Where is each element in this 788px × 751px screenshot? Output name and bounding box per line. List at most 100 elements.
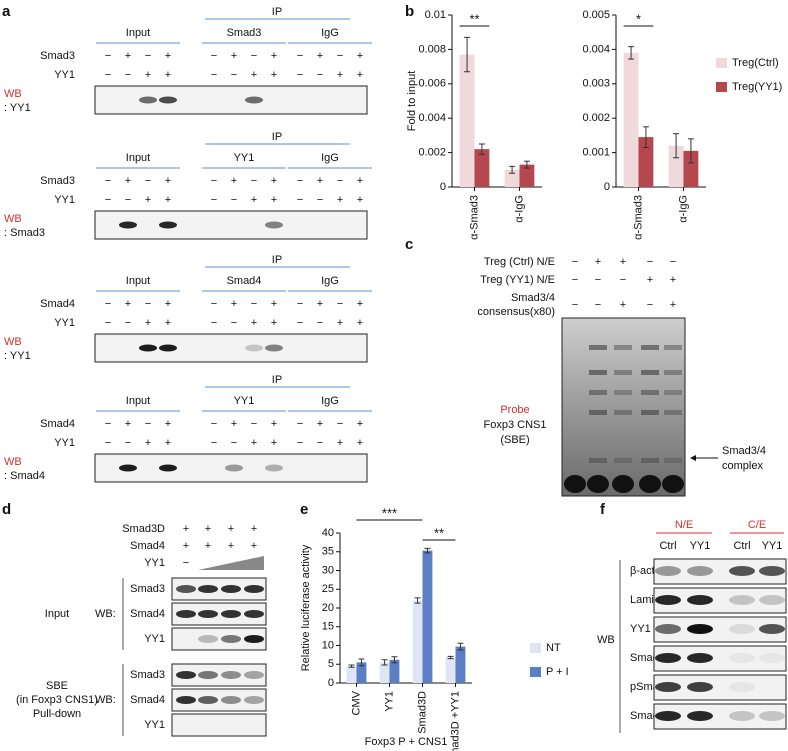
sign: + xyxy=(165,194,171,206)
band xyxy=(759,624,785,634)
gel-band xyxy=(589,345,607,350)
sign: + xyxy=(251,317,257,329)
sign: + xyxy=(165,418,171,430)
band xyxy=(176,585,196,593)
error-bar xyxy=(478,143,485,155)
band xyxy=(687,624,713,634)
y-tick-label: 0.005 xyxy=(582,9,610,21)
wb-label: WB xyxy=(4,88,22,100)
sign: + xyxy=(271,298,277,310)
blot xyxy=(94,453,368,483)
error-bar xyxy=(447,655,454,660)
row-label: YY1 xyxy=(54,194,75,206)
sign: − xyxy=(105,298,111,310)
gel-band xyxy=(664,370,682,375)
sign: − xyxy=(297,69,303,81)
sign: − xyxy=(105,418,111,430)
sign: − xyxy=(231,437,237,449)
sign: − xyxy=(297,175,303,187)
x-tick-label: YY1 xyxy=(383,691,395,712)
bar xyxy=(445,657,456,683)
y-tick-label: 25 xyxy=(322,583,334,595)
sign: + xyxy=(228,523,234,535)
sign: − xyxy=(251,175,257,187)
sign: − xyxy=(297,298,303,310)
sign: − xyxy=(251,298,257,310)
wb-target: : Smad3 xyxy=(4,227,45,239)
legend-swatch xyxy=(716,82,727,92)
sign: + xyxy=(165,69,171,81)
sign: − xyxy=(231,317,237,329)
blot-label: Smad3 xyxy=(130,669,165,681)
band xyxy=(245,96,263,104)
sign: + xyxy=(251,194,257,206)
panel-letter: c xyxy=(405,236,413,253)
bar xyxy=(623,52,639,188)
bar xyxy=(668,145,684,187)
sign: + xyxy=(165,317,171,329)
sign: + xyxy=(337,317,343,329)
bar xyxy=(519,164,535,187)
y-axis-label: Fold to input xyxy=(406,71,418,132)
sign: + xyxy=(231,418,237,430)
group-label: Input xyxy=(126,395,150,407)
sign: + xyxy=(125,175,131,187)
error-bar xyxy=(358,658,365,667)
sign: − xyxy=(317,437,323,449)
y-tick-label: 0.002 xyxy=(418,147,446,159)
sign: + xyxy=(271,50,277,62)
error-bar xyxy=(457,642,464,651)
group-label: IgG xyxy=(321,27,339,39)
y-tick-label: 0.001 xyxy=(582,147,610,159)
sign: − xyxy=(105,437,111,449)
gel-band xyxy=(614,410,632,415)
probe-label: Foxp3 CNS1 xyxy=(484,419,547,431)
row-label: Smad3 xyxy=(40,175,75,187)
probe-label: (SBE) xyxy=(500,434,529,446)
yy1-gradient xyxy=(198,556,264,570)
sign: + xyxy=(183,540,189,552)
legend-label: Treg(YY1) xyxy=(732,81,782,93)
gel-band xyxy=(614,390,632,395)
sign: + xyxy=(231,50,237,62)
sign: − xyxy=(572,299,578,311)
bar xyxy=(504,169,520,187)
y-tick-label: 40 xyxy=(322,527,334,539)
band xyxy=(176,671,196,679)
sign: − xyxy=(231,194,237,206)
sign: + xyxy=(251,437,257,449)
band xyxy=(198,610,218,618)
sign: + xyxy=(357,437,363,449)
sign: − xyxy=(211,437,217,449)
band xyxy=(139,344,157,352)
sign: + xyxy=(251,69,257,81)
bar xyxy=(683,150,699,187)
x-tick-label: α-Smad3 xyxy=(468,195,480,240)
sign: + xyxy=(620,256,626,268)
sign: + xyxy=(125,298,131,310)
sign: + xyxy=(165,50,171,62)
band xyxy=(759,595,785,605)
sign: + xyxy=(145,194,151,206)
band xyxy=(729,595,755,605)
sign: + xyxy=(337,69,343,81)
fraction-label: N/E xyxy=(675,519,693,531)
band xyxy=(221,671,241,679)
row-label: YY1 xyxy=(54,69,75,81)
bar xyxy=(638,137,654,187)
group-label: Smad4 xyxy=(227,275,262,287)
bar xyxy=(356,662,367,683)
band xyxy=(244,696,264,704)
error-bar xyxy=(424,547,431,554)
band xyxy=(159,344,177,352)
band xyxy=(244,635,264,643)
wb-target: : Smad4 xyxy=(4,470,45,482)
complex-label: complex xyxy=(722,460,763,472)
sign: − xyxy=(211,418,217,430)
free-probe xyxy=(587,475,609,493)
row-label: Smad4 xyxy=(40,418,75,430)
bar xyxy=(422,550,433,683)
sign: + xyxy=(595,256,601,268)
y-tick-label: 0 xyxy=(440,181,446,193)
sign: − xyxy=(297,194,303,206)
